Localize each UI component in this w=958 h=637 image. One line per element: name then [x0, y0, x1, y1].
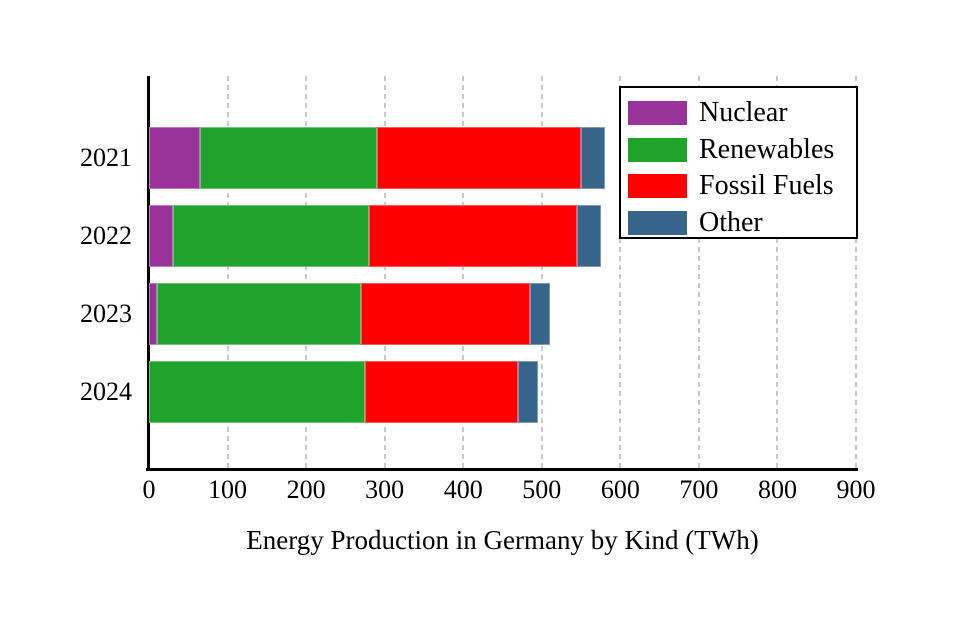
legend-swatch-renewables: [628, 137, 687, 162]
legend-label: Other: [699, 206, 763, 238]
legend-swatch-fossil-fuels: [628, 174, 687, 199]
y-tick-label-2023: 2023: [80, 298, 132, 328]
gridline-700: [697, 76, 700, 468]
legend-item-nuclear: Nuclear: [628, 95, 856, 132]
gridline-200: [305, 76, 308, 468]
legend-label: Fossil Fuels: [699, 170, 834, 202]
bar-segment-2022-nuclear: [149, 204, 173, 267]
gridline-900: [855, 76, 857, 468]
legend-item-fossil-fuels: Fossil Fuels: [628, 168, 856, 205]
legend-swatch-nuclear: [628, 101, 687, 126]
bar-segment-2022-renewables: [172, 204, 369, 267]
x-tick-label-300: 300: [365, 475, 405, 504]
bar-row-2022: [149, 204, 856, 267]
chart-title: Energy Production in Germany by Kind (TW…: [246, 525, 759, 555]
gridline-100: [226, 76, 229, 468]
plot-area: [146, 76, 858, 471]
bar-segment-2023-nuclear: [149, 282, 157, 345]
bar-segment-2022-other: [577, 204, 601, 267]
y-axis-spine: [147, 76, 150, 470]
legend-item-other: Other: [628, 205, 856, 242]
bar-segment-2023-renewables: [156, 282, 362, 345]
bar-segment-2021-other: [581, 126, 605, 189]
bar-segment-2023-other: [529, 282, 550, 345]
bar-row-2021: [149, 126, 856, 189]
y-tick-label-2022: 2022: [80, 220, 132, 250]
x-axis-spine: [146, 468, 858, 471]
x-tick-label-0: 0: [142, 475, 156, 504]
x-tick-label-200: 200: [286, 475, 326, 504]
legend-item-renewables: Renewables: [628, 132, 856, 169]
legend-swatch-other: [628, 210, 687, 235]
x-tick-label-400: 400: [443, 475, 483, 504]
y-tick-label-2024: 2024: [80, 376, 132, 406]
bar-segment-2024-fossil-fuels: [365, 360, 519, 423]
bar-segment-2024-renewables: [149, 360, 366, 423]
x-tick-label-100: 100: [208, 475, 248, 504]
legend-label: Nuclear: [699, 97, 788, 129]
bar-segment-2021-nuclear: [149, 126, 201, 189]
bar-segment-2023-fossil-fuels: [361, 282, 530, 345]
bar-segment-2021-renewables: [200, 126, 377, 189]
gridline-600: [619, 76, 622, 468]
bar-row-2024: [149, 360, 856, 423]
gridline-800: [776, 76, 779, 468]
bar-segment-2024-other: [518, 360, 538, 423]
legend-label: Renewables: [699, 133, 835, 165]
gridline-500: [540, 76, 543, 468]
x-tick-label-500: 500: [522, 475, 562, 504]
bar-row-2023: [149, 282, 856, 345]
x-tick-label-600: 600: [600, 475, 640, 504]
y-tick-label-2021: 2021: [80, 142, 132, 172]
x-tick-label-900: 900: [836, 475, 876, 504]
gridline-400: [462, 76, 465, 468]
x-tick-label-800: 800: [757, 475, 797, 504]
bar-segment-2021-fossil-fuels: [376, 126, 582, 189]
gridline-300: [383, 76, 386, 468]
bar-segment-2022-fossil-fuels: [368, 204, 578, 267]
x-tick-label-700: 700: [679, 475, 719, 504]
legend: Nuclear Renewables Fossil Fuels Other: [619, 86, 858, 239]
